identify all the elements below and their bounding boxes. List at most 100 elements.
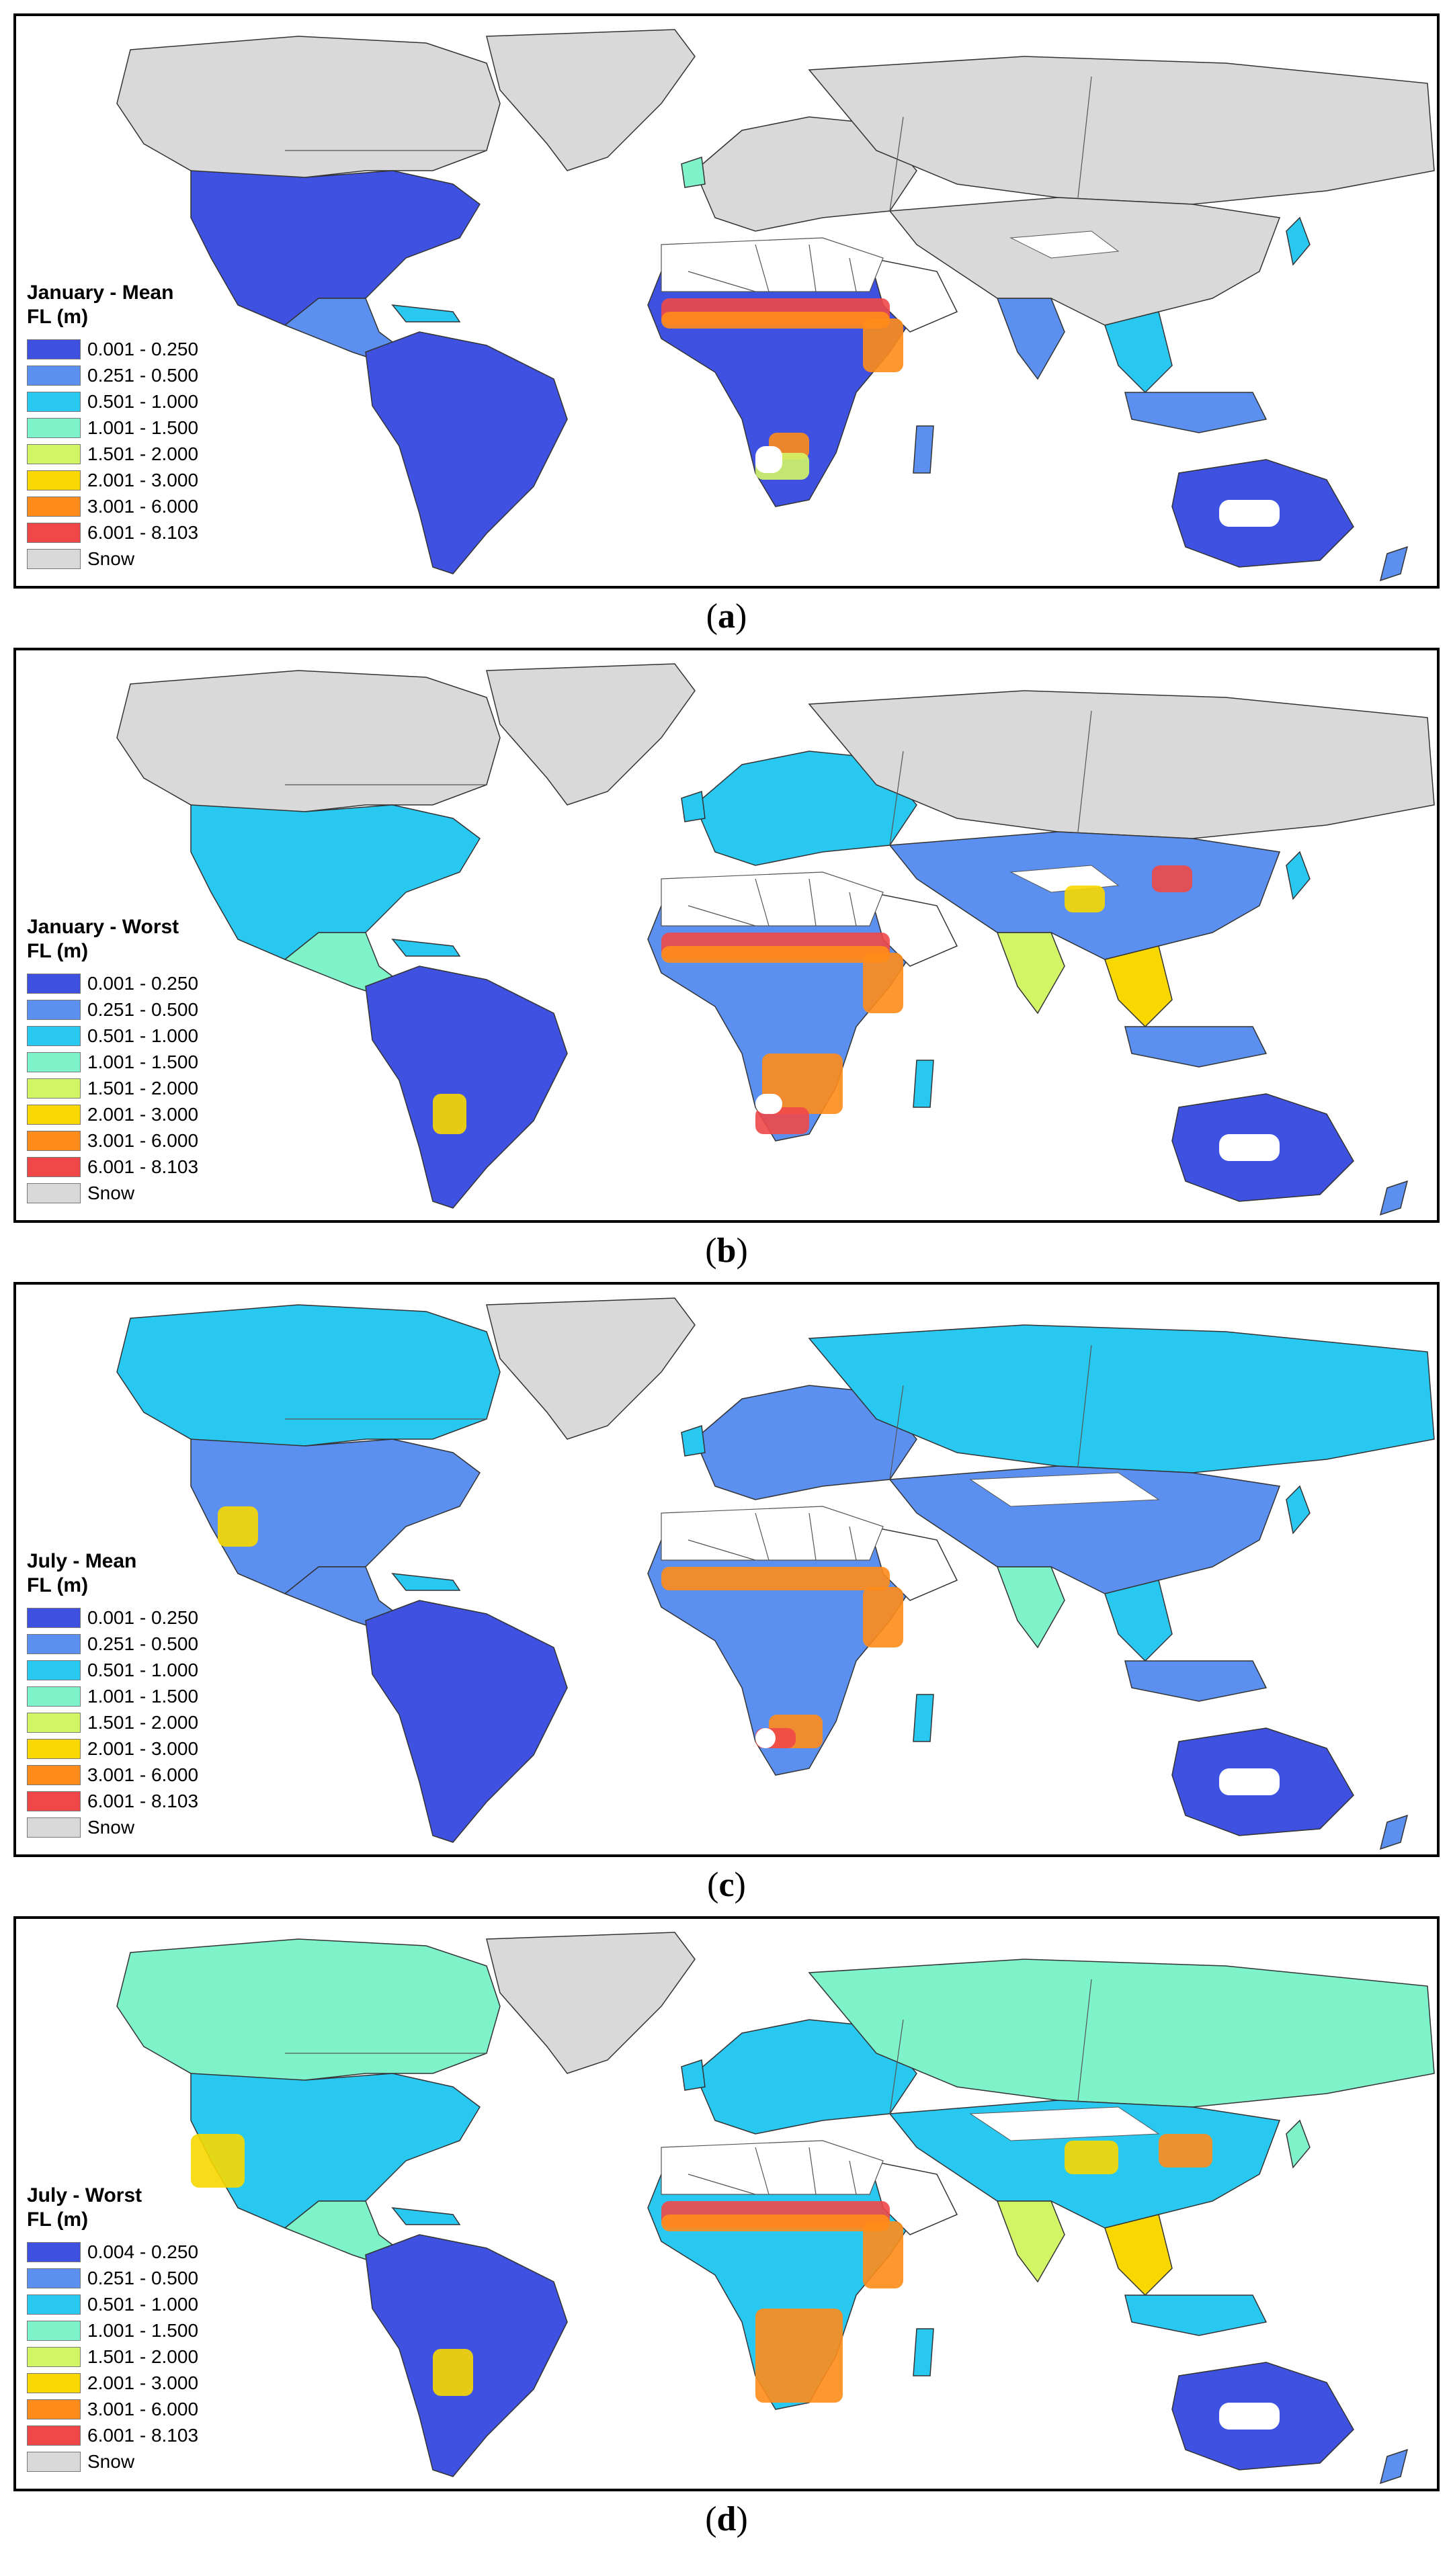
legend-label: 3.001 - 6.000 [87, 495, 199, 517]
legend-unit-b: FL (m) [27, 940, 89, 962]
legend-c: July - Mean FL (m) 0.001 - 0.250 0.251 -… [27, 1549, 198, 1840]
legend-swatch [27, 443, 81, 464]
legend-item: 2.001 - 3.000 [27, 1101, 198, 1127]
caption-letter-a: a [718, 597, 735, 636]
legend-item: 6.001 - 8.103 [27, 1154, 198, 1180]
region-arabia [868, 1526, 958, 1601]
legend-swatch [27, 2346, 81, 2367]
legend-label: 0.004 - 0.250 [87, 2241, 199, 2262]
unclassified-area [1219, 1134, 1280, 1161]
region-greenland [486, 29, 696, 171]
legend-label: 0.251 - 0.500 [87, 2267, 199, 2288]
region-sahara [661, 871, 884, 927]
legend-title-d: July - Worst [27, 2184, 142, 2206]
legend-item: 0.251 - 0.500 [27, 1631, 198, 1657]
hotspot [661, 1567, 890, 1590]
region-caribbean [391, 304, 461, 323]
caption-letter-c: c [718, 1866, 735, 1904]
legend-unit-c: FL (m) [27, 1574, 89, 1596]
legend-label: 3.001 - 6.000 [87, 1129, 199, 1151]
border-line [688, 905, 756, 927]
region-uk [681, 2059, 706, 2091]
legend-label: 0.501 - 1.000 [87, 390, 199, 412]
legend-item: 3.001 - 6.000 [27, 493, 198, 519]
region-russia [808, 690, 1435, 839]
region-naNorth [116, 1938, 501, 2088]
legend-item: 0.501 - 1.000 [27, 388, 198, 415]
legend-label: 6.001 - 8.103 [87, 1790, 199, 1811]
legend-label: 6.001 - 8.103 [87, 1156, 199, 1177]
region-uk [681, 790, 706, 822]
legend-rows-c: 0.001 - 0.250 0.251 - 0.500 0.501 - 1.00… [27, 1604, 198, 1840]
border-line [849, 257, 857, 292]
legend-swatch [27, 2451, 81, 2472]
region-madagascar [913, 425, 934, 474]
legend-swatch [27, 1156, 81, 1177]
region-japan [1286, 2119, 1311, 2169]
legend-label: 3.001 - 6.000 [87, 1764, 199, 1785]
hotspot [433, 2349, 473, 2396]
region-russia [808, 1324, 1435, 1473]
hotspot [762, 1054, 843, 1114]
region-naNorth [116, 1304, 501, 1453]
legend-swatch [27, 2320, 81, 2341]
region-indonesia [1124, 392, 1268, 433]
legend-item: 0.001 - 0.250 [27, 1604, 198, 1631]
legend-label: Snow [87, 2450, 135, 2472]
region-greenland [486, 663, 696, 806]
border-line [755, 878, 770, 927]
legend-rows-a: 0.001 - 0.250 0.251 - 0.500 0.501 - 1.00… [27, 336, 198, 572]
border-line [1077, 1344, 1092, 1467]
legend-swatch [27, 1764, 81, 1785]
legend-item: 1.501 - 2.000 [27, 441, 198, 467]
legend-rows-d: 0.004 - 0.250 0.251 - 0.500 0.501 - 1.00… [27, 2239, 198, 2475]
legend-label: 6.001 - 8.103 [87, 521, 199, 543]
legend-item: 3.001 - 6.000 [27, 1762, 198, 1788]
world-map-a [16, 16, 1437, 586]
legend-swatch [27, 1738, 81, 1759]
legend-swatch [27, 2372, 81, 2393]
unclassified-area [1219, 1768, 1280, 1795]
legend-item: 0.001 - 0.250 [27, 336, 198, 362]
border-line [1077, 1979, 1092, 2101]
region-tibet [1009, 230, 1120, 259]
caption-a: (a) [706, 597, 747, 636]
region-europe [694, 116, 917, 232]
legend-swatch [27, 2294, 81, 2315]
legend-label: 0.001 - 0.250 [87, 338, 199, 359]
region-madagascar [913, 1060, 934, 1108]
region-arabia [868, 257, 958, 333]
legend-label: Snow [87, 1182, 135, 1203]
legend-item: 3.001 - 6.000 [27, 1127, 198, 1154]
region-caribbean [391, 939, 461, 957]
legend-label: 0.251 - 0.500 [87, 1633, 199, 1654]
region-sahara [661, 2140, 884, 2195]
region-nz [1379, 1180, 1409, 1216]
region-greenland [486, 1932, 696, 2074]
hotspot [433, 1094, 466, 1134]
region-arabia [868, 892, 958, 967]
legend-swatch [27, 1686, 81, 1707]
legend-label: 3.001 - 6.000 [87, 2398, 199, 2419]
region-naSouth [190, 804, 481, 960]
region-indonesia [1124, 1026, 1268, 1068]
border-line [849, 1526, 857, 1561]
caption-letter-d: d [716, 2500, 737, 2538]
legend-swatch [27, 1104, 81, 1125]
region-india [996, 2200, 1065, 2283]
region-madagascar [913, 2328, 934, 2376]
region-seasia [1104, 2214, 1173, 2296]
region-sahara [661, 237, 884, 292]
legend-item: Snow [27, 546, 198, 572]
border-line [755, 1512, 770, 1561]
legend-unit-d: FL (m) [27, 2208, 89, 2231]
legend-swatch [27, 496, 81, 517]
border-line [808, 2147, 817, 2195]
legend-swatch [27, 417, 81, 438]
legend-swatch [27, 973, 81, 994]
region-caribbean [391, 2207, 461, 2225]
legend-item: 6.001 - 8.103 [27, 519, 198, 546]
caption-d: (d) [705, 2500, 748, 2538]
legend-swatch [27, 1051, 81, 1072]
legend-label: 0.501 - 1.000 [87, 1025, 199, 1046]
